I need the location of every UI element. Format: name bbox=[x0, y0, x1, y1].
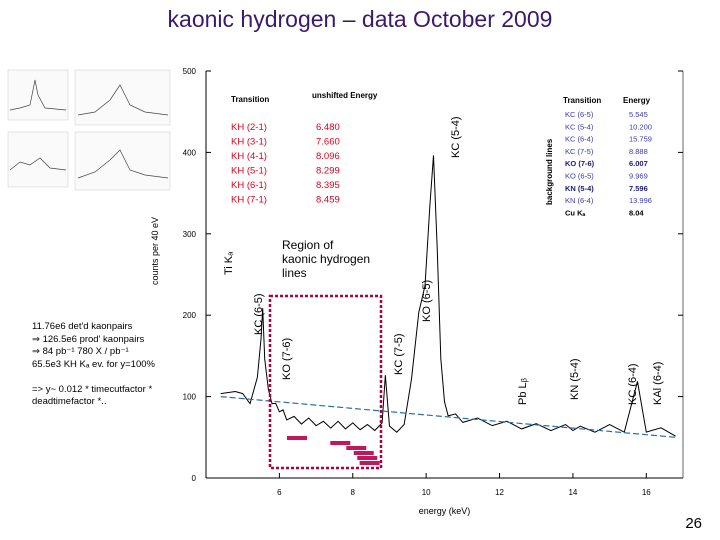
table-cell: KH (3-1) bbox=[231, 137, 267, 148]
page-number: 26 bbox=[685, 515, 702, 532]
table-cell: 7.660 bbox=[316, 137, 340, 148]
background-fit-line bbox=[220, 396, 676, 438]
note-line: deadtimefactor *.. bbox=[32, 396, 107, 407]
note-line: ⇒ 84 pb⁻¹ 780 X / pb⁻¹ bbox=[32, 346, 129, 357]
table-cell: KH (4-1) bbox=[231, 151, 267, 162]
y-tick-label: 500 bbox=[183, 67, 197, 76]
x-tick-label: 10 bbox=[422, 488, 431, 497]
table-header: unshifted Energy bbox=[312, 91, 378, 100]
y-tick-label: 300 bbox=[183, 230, 197, 239]
slide-title: kaonic hydrogen – data October 2009 bbox=[167, 6, 553, 32]
y-tick-label: 400 bbox=[183, 148, 197, 157]
chart-axes: 0 100 200 300 400 500 6 8 10 12 14 16 bbox=[183, 67, 684, 497]
peak-label: KC (6-4) bbox=[627, 363, 639, 405]
kh-energy-table: Transition unshifted Energy KH (2-1) 6.480 K… bbox=[231, 91, 378, 206]
table-cell: KO (6-5) bbox=[565, 172, 594, 181]
x-tick-label: 6 bbox=[277, 488, 282, 497]
x-tick-label: 16 bbox=[642, 488, 651, 497]
statistics-note: 11.76e6 det'd kaonpairs ⇒ 126.5e6 prod' k… bbox=[32, 321, 202, 409]
table-header: Energy bbox=[623, 96, 651, 105]
table-cell: KN (6-4) bbox=[565, 196, 594, 205]
kh-marker bbox=[357, 456, 378, 460]
table-cell: KC (5-4) bbox=[565, 122, 594, 131]
table-cell: 6.480 bbox=[316, 122, 340, 133]
y-axis-label: counts per 40 eV bbox=[150, 217, 160, 285]
kh-markers bbox=[286, 436, 380, 465]
table-cell: KH (5-1) bbox=[231, 166, 267, 177]
table-cell: KH (7-1) bbox=[231, 195, 267, 206]
note-line bbox=[32, 371, 202, 384]
kh-marker bbox=[286, 436, 307, 440]
y-tick-label: 100 bbox=[183, 393, 197, 402]
peak-label: KN (5-4) bbox=[569, 358, 581, 400]
table-cell: KH (2-1) bbox=[231, 122, 267, 133]
note-line: 65.5e3 KH Kₐ ev. for y=100% bbox=[32, 358, 155, 370]
table-cell: 9.969 bbox=[629, 172, 648, 181]
table-cell: 8.299 bbox=[316, 166, 340, 177]
background-lines-label: background lines bbox=[545, 138, 554, 205]
peak-labels: Ti Kₐ KC (6-5) KO (7-6) KC (7-5) KO (6-5) KC … bbox=[223, 116, 664, 405]
y-tick-label: 0 bbox=[192, 474, 197, 483]
x-tick-label: 12 bbox=[495, 488, 504, 497]
peak-label: KC (5-4) bbox=[450, 116, 462, 158]
table-cell: 6.007 bbox=[629, 159, 648, 168]
table-cell: 13.996 bbox=[629, 196, 652, 205]
table-cell: 8.888 bbox=[629, 147, 648, 156]
peak-label: KC (6-5) bbox=[253, 293, 265, 335]
kh-marker bbox=[330, 441, 351, 445]
table-cell: KN (5-4) bbox=[565, 184, 594, 193]
table-cell: 8.459 bbox=[316, 195, 340, 206]
peak-label: KO (7-6) bbox=[281, 338, 293, 380]
table-cell: Cu Kₐ bbox=[565, 208, 585, 217]
peak-label: KO (6-5) bbox=[421, 280, 433, 322]
table-cell: 10.200 bbox=[629, 122, 652, 131]
note-line: ⇒ 126.5e6 prod' kaonpairs bbox=[32, 333, 145, 345]
x-axis-label: energy (keV) bbox=[419, 506, 471, 516]
table-cell: KC (6-4) bbox=[565, 135, 594, 144]
region-label: Region of kaonic hydrogen lines bbox=[282, 238, 373, 280]
table-cell: KO (7-6) bbox=[565, 159, 595, 168]
table-cell: 15.759 bbox=[629, 135, 652, 144]
table-cell: KH (6-1) bbox=[231, 180, 267, 191]
kh-region-box bbox=[268, 294, 383, 470]
peak-label: KAl (6-4) bbox=[652, 362, 664, 405]
table-header: Transition bbox=[231, 95, 269, 104]
kh-marker bbox=[346, 446, 367, 450]
table-cell: 5.545 bbox=[629, 110, 648, 119]
inset-thumbnails bbox=[7, 69, 171, 191]
note-line: 11.76e6 det'd kaonpairs bbox=[32, 321, 133, 332]
table-header: Transition bbox=[563, 96, 601, 105]
y-tick-label: 200 bbox=[183, 311, 197, 320]
table-cell: 7.596 bbox=[629, 184, 648, 193]
peak-label: Ti Kₐ bbox=[223, 251, 235, 275]
table-cell: 8.395 bbox=[316, 180, 340, 191]
kh-marker bbox=[353, 451, 374, 455]
background-lines-table: Transition Energy KC (6-5) 5.545 KC (5-4) 10.… bbox=[563, 96, 652, 217]
peak-label: Pb Lᵦ bbox=[517, 377, 529, 405]
x-tick-label: 14 bbox=[568, 488, 577, 497]
peak-label: KC (7-5) bbox=[393, 333, 405, 375]
spectrum-line bbox=[220, 155, 676, 437]
x-tick-label: 8 bbox=[351, 488, 356, 497]
table-cell: KC (7-5) bbox=[565, 147, 594, 156]
table-cell: KC (6-5) bbox=[565, 110, 594, 119]
kh-marker bbox=[359, 461, 380, 465]
spectrum-series bbox=[220, 155, 676, 438]
table-cell: 8.096 bbox=[316, 151, 340, 162]
table-cell: 8.04 bbox=[629, 208, 644, 217]
note-line: => y~ 0.012 * timecutfactor * bbox=[32, 383, 153, 395]
